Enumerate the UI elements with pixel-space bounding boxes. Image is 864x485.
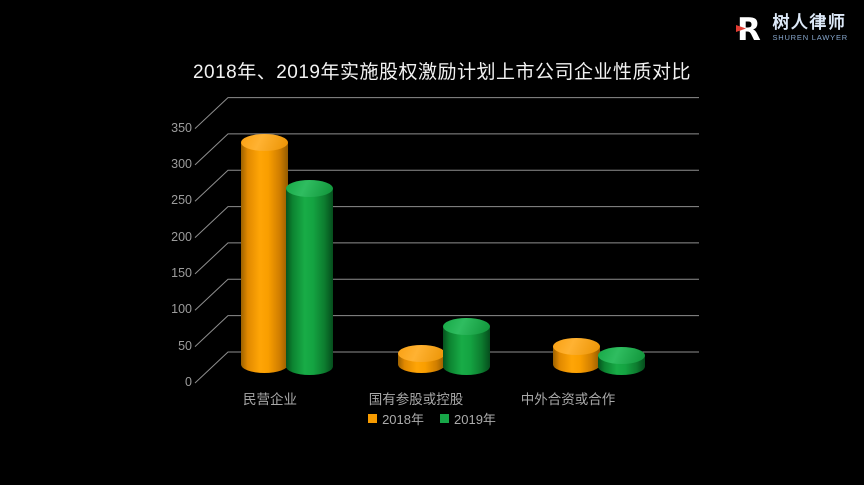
category-label-state-owned: 国有参股或控股 xyxy=(368,392,464,407)
legend-label-2019: 2019年 xyxy=(454,412,496,427)
bar-series0-cat0 xyxy=(241,134,288,373)
bar-series1-cat0 xyxy=(286,179,333,375)
y-tick-label: 150 xyxy=(171,265,192,280)
y-tick-label: 0 xyxy=(185,375,192,389)
bar-series1-cat2 xyxy=(598,347,645,375)
legend-swatch-2018-icon xyxy=(368,414,378,423)
bar-series0-cat2 xyxy=(553,337,600,373)
chart-title: 2018年、2019年实施股权激励计划上市公司企业性质对比 xyxy=(192,62,692,83)
bar-series0-cat1 xyxy=(398,345,445,373)
gridline xyxy=(194,97,699,129)
legend-label-2018: 2018年 xyxy=(382,412,424,427)
cylinder-top xyxy=(443,318,490,335)
cylinder-side xyxy=(286,188,333,375)
cylinder-top xyxy=(398,345,445,363)
logo-name-cn: 树人律师 xyxy=(772,13,847,33)
y-tick-label: 50 xyxy=(178,338,192,353)
y-tick-label: 200 xyxy=(171,229,192,244)
y-tick-label: 350 xyxy=(171,120,192,135)
logo-text: 树人律师 SHUREN LAWYER xyxy=(772,14,848,42)
cylinder-side xyxy=(241,142,288,373)
y-tick-label: 100 xyxy=(171,302,192,317)
cylinder-top xyxy=(598,347,645,365)
logo: R 树人律师 SHUREN LAWYER xyxy=(735,12,848,44)
legend-swatch-2019-icon xyxy=(440,414,449,423)
y-tick-label: 300 xyxy=(171,156,192,171)
legend: 2018年 2019年 xyxy=(0,409,864,428)
cylinder-top xyxy=(286,179,333,197)
cylinder-top xyxy=(241,134,288,152)
shuren-lawyer-logo-icon: R xyxy=(736,12,761,44)
category-label-private: 民营企业 xyxy=(243,392,297,407)
y-tick-label: 250 xyxy=(171,193,192,208)
legend-item-2018: 2018年 xyxy=(368,409,424,428)
bar-series1-cat1 xyxy=(443,318,490,375)
logo-name-en: SHUREN LAWYER xyxy=(772,33,848,43)
legend-item-2019: 2019年 xyxy=(440,409,496,428)
category-label-joint-venture: 中外合资或合作 xyxy=(520,392,616,407)
cylinder-top xyxy=(553,337,600,355)
